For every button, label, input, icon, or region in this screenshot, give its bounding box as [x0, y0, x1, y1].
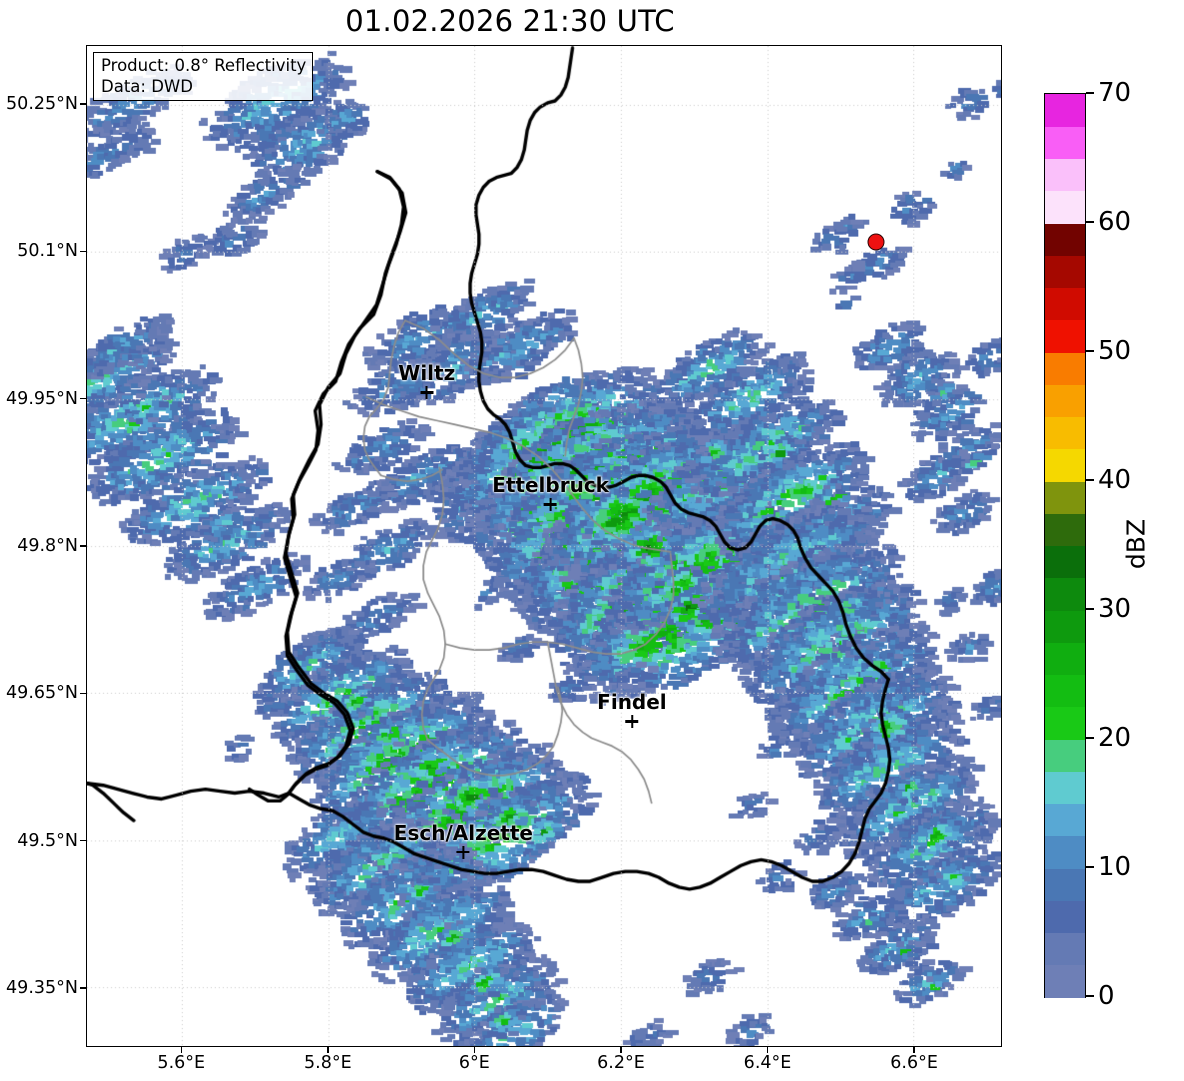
x-axis-tick-label: 6.4°E: [743, 1053, 792, 1073]
colorbar-band: [1045, 448, 1085, 482]
y-axis-tick-label: 50.1°N: [17, 241, 78, 262]
y-axis-tick-mark: [80, 103, 86, 105]
y-axis-tick-label: 49.8°N: [17, 536, 78, 556]
colorbar-tick-label: 0: [1098, 981, 1115, 1011]
graticule-grid-layer: [87, 46, 1001, 1046]
x-axis-tick-mark: [180, 1047, 182, 1053]
x-axis-tick-mark: [913, 1047, 915, 1053]
colorbar-tick-mark: [1086, 221, 1094, 223]
colorbar-tick-mark: [1086, 737, 1094, 739]
y-axis-tick-label: 49.65°N: [6, 683, 78, 704]
colorbar[interactable]: [1044, 93, 1086, 998]
x-axis-tick-label: 6.2°E: [597, 1053, 645, 1073]
colorbar-tick-label: 10: [1098, 852, 1132, 882]
y-axis-tick-mark: [80, 840, 86, 842]
colorbar-tick-label: 50: [1098, 336, 1132, 366]
colorbar-band: [1045, 835, 1085, 869]
colorbar-band: [1045, 642, 1085, 676]
x-axis-tick-mark: [620, 1047, 622, 1053]
radar-site-marker: [867, 233, 885, 251]
colorbar-tick-label: 40: [1098, 465, 1132, 495]
colorbar-tick-mark: [1086, 92, 1094, 94]
y-axis-tick-label: 49.35°N: [6, 978, 78, 999]
colorbar-band: [1045, 706, 1085, 740]
y-axis-tick-mark: [80, 545, 86, 547]
x-axis-tick-mark: [766, 1047, 769, 1053]
colorbar-band: [1045, 900, 1085, 934]
y-axis-tick-label: 50.25°N: [6, 93, 78, 114]
y-axis-tick-mark: [80, 692, 86, 695]
product-info-box: Product: 0.8° Reflectivity Data: DWD: [93, 52, 314, 102]
colorbar-tick-mark: [1086, 995, 1094, 997]
colorbar-band: [1045, 964, 1085, 998]
page-title: 01.02.2026 21:30 UTC: [345, 4, 675, 38]
colorbar-axis-label: dBZ: [1121, 518, 1151, 570]
colorbar-tick-label: 60: [1098, 207, 1132, 237]
x-axis-tick-label: 5.6°E: [157, 1053, 206, 1073]
colorbar-tick-mark: [1086, 866, 1094, 868]
colorbar-tick-mark: [1086, 350, 1094, 352]
colorbar-band: [1045, 319, 1085, 353]
colorbar-band: [1045, 545, 1085, 579]
radar-plot-area[interactable]: [86, 45, 1002, 1047]
y-axis-tick-mark: [80, 250, 86, 252]
y-axis-tick-label: 49.95°N: [6, 388, 78, 409]
x-axis-tick-label: 6°E: [458, 1053, 490, 1073]
colorbar-band: [1045, 384, 1085, 418]
colorbar-band: [1045, 513, 1085, 547]
colorbar-band: [1045, 868, 1085, 901]
colorbar-band: [1045, 223, 1085, 256]
colorbar-tick-mark: [1086, 479, 1094, 481]
colorbar-band: [1045, 352, 1085, 385]
colorbar-band: [1045, 610, 1085, 643]
info-product-line: Product: 0.8° Reflectivity: [101, 56, 307, 75]
colorbar-band: [1045, 803, 1085, 837]
colorbar-tick-label: 20: [1098, 723, 1132, 753]
colorbar-tick-label: 30: [1098, 594, 1132, 624]
colorbar-band: [1045, 287, 1085, 321]
x-axis-tick-label: 6.6°E: [890, 1053, 938, 1073]
info-data-line: Data: DWD: [101, 77, 193, 97]
colorbar-band: [1045, 94, 1085, 127]
colorbar-band: [1045, 771, 1085, 805]
colorbar-band: [1045, 190, 1085, 224]
y-axis-tick-mark: [80, 397, 86, 400]
x-axis-tick-label: 5.8°E: [303, 1053, 352, 1073]
colorbar-tick-label: 70: [1098, 78, 1132, 108]
colorbar-band: [1045, 481, 1085, 514]
x-axis-tick-mark: [473, 1047, 476, 1053]
y-axis-tick-label: 49.5°N: [17, 830, 78, 851]
colorbar-band: [1045, 577, 1085, 611]
x-axis-tick-mark: [327, 1047, 329, 1053]
colorbar-band: [1045, 255, 1085, 289]
y-axis-tick-mark: [80, 987, 86, 989]
colorbar-band: [1045, 158, 1085, 192]
colorbar-band: [1045, 739, 1085, 772]
colorbar-band: [1045, 932, 1085, 966]
colorbar-band: [1045, 674, 1085, 708]
colorbar-band: [1045, 416, 1085, 450]
colorbar-band: [1045, 126, 1085, 160]
colorbar-tick-mark: [1086, 608, 1094, 610]
